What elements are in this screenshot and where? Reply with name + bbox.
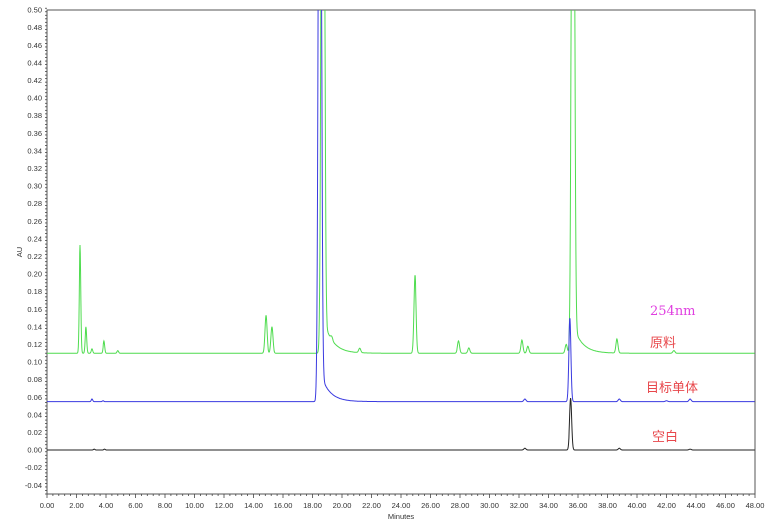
series-line-2: [47, 398, 755, 451]
x-tick-label: 42.00: [657, 501, 676, 510]
y-tick-label: 0.30: [27, 182, 42, 191]
x-tick-label: 32.00: [510, 501, 529, 510]
x-tick-label: 2.00: [69, 501, 84, 510]
x-tick-label: 46.00: [716, 501, 735, 510]
y-tick-label: 0.46: [27, 41, 42, 50]
y-tick-label: 0.38: [27, 111, 42, 120]
annotation-raw-material: 原料: [650, 336, 677, 351]
plot-frame: [46, 9, 756, 495]
y-tick-label: 0.42: [27, 76, 42, 85]
x-tick-label: 18.00: [303, 501, 322, 510]
y-tick-label: 0.34: [27, 146, 42, 155]
y-axis-label: AU: [15, 247, 24, 257]
y-tick-label: 0.06: [27, 393, 42, 402]
x-tick-label: 12.00: [215, 501, 234, 510]
x-axis-label: Minutes: [388, 512, 415, 521]
x-tick-label: 28.00: [451, 501, 470, 510]
x-tick-label: 38.00: [598, 501, 617, 510]
x-tick-label: 34.00: [539, 501, 558, 510]
y-tick-label: 0.44: [27, 58, 42, 67]
y-tick-label: 0.48: [27, 23, 42, 32]
y-tick-label: 0.00: [27, 446, 42, 455]
y-tick-label: -0.04: [25, 481, 42, 490]
x-tick-label: 44.00: [687, 501, 706, 510]
x-tick-label: 22.00: [362, 501, 381, 510]
x-tick-label: 10.00: [185, 501, 204, 510]
x-tick-label: 24.00: [392, 501, 411, 510]
x-tick-label: 16.00: [274, 501, 293, 510]
y-tick-label: 0.12: [27, 340, 42, 349]
x-tick-label: 0.00: [40, 501, 55, 510]
y-tick-label: 0.22: [27, 252, 42, 261]
y-tick-label: 0.36: [27, 129, 42, 138]
y-tick-label: -0.02: [25, 463, 42, 472]
y-tick-label: 0.14: [27, 322, 42, 331]
y-tick-label: 0.26: [27, 217, 42, 226]
y-tick-label: 0.20: [27, 270, 42, 279]
y-tick-label: 0.02: [27, 428, 42, 437]
y-tick-label: 0.32: [27, 164, 42, 173]
series-line-1: [47, 10, 755, 403]
series-line-0: [47, 10, 755, 354]
x-tick-label: 14.00: [244, 501, 263, 510]
y-tick-label: 0.16: [27, 305, 42, 314]
x-tick-label: 48.00: [746, 501, 765, 510]
x-tick-label: 40.00: [628, 501, 647, 510]
y-tick-label: 0.40: [27, 94, 42, 103]
y-tick-label: 0.04: [27, 410, 42, 419]
x-tick-label: 20.00: [333, 501, 352, 510]
y-tick-label: 0.18: [27, 287, 42, 296]
y-tick-label: 0.24: [27, 234, 42, 243]
x-tick-label: 26.00: [421, 501, 440, 510]
y-tick-label: 0.08: [27, 375, 42, 384]
x-tick-label: 36.00: [569, 501, 588, 510]
x-tick-label: 6.00: [128, 501, 143, 510]
x-tick-label: 30.00: [480, 501, 499, 510]
annotation-target-monomer: 目标单体: [646, 381, 699, 396]
x-tick-label: 8.00: [158, 501, 173, 510]
y-tick-label: 0.28: [27, 199, 42, 208]
annotation-blank: 空白: [652, 430, 679, 445]
annotation-wavelength: 254nm: [650, 304, 696, 319]
y-tick-label: 0.50: [27, 6, 42, 15]
y-tick-label: 0.10: [27, 358, 42, 367]
x-tick-label: 4.00: [99, 501, 114, 510]
